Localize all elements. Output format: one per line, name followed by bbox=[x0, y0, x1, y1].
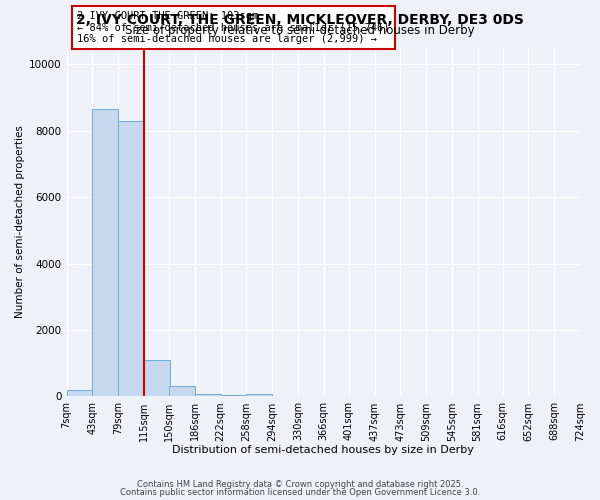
Bar bbox=[67, 390, 92, 396]
Y-axis label: Number of semi-detached properties: Number of semi-detached properties bbox=[15, 126, 25, 318]
Text: Size of property relative to semi-detached houses in Derby: Size of property relative to semi-detach… bbox=[125, 24, 475, 37]
Bar bbox=[118, 120, 144, 396]
Text: Contains public sector information licensed under the Open Government Licence 3.: Contains public sector information licen… bbox=[120, 488, 480, 497]
Text: Contains HM Land Registry data © Crown copyright and database right 2025.: Contains HM Land Registry data © Crown c… bbox=[137, 480, 463, 489]
Bar bbox=[247, 394, 272, 396]
Bar bbox=[169, 386, 195, 396]
X-axis label: Distribution of semi-detached houses by size in Derby: Distribution of semi-detached houses by … bbox=[172, 445, 474, 455]
Bar bbox=[195, 394, 221, 396]
Text: 2 IVY COURT THE GREEN: 103sqm
← 84% of semi-detached houses are smaller (15,746): 2 IVY COURT THE GREEN: 103sqm ← 84% of s… bbox=[77, 11, 389, 44]
Bar bbox=[92, 109, 118, 397]
Text: 2, IVY COURT, THE GREEN, MICKLEOVER, DERBY, DE3 0DS: 2, IVY COURT, THE GREEN, MICKLEOVER, DER… bbox=[76, 12, 524, 26]
Bar bbox=[144, 360, 170, 397]
